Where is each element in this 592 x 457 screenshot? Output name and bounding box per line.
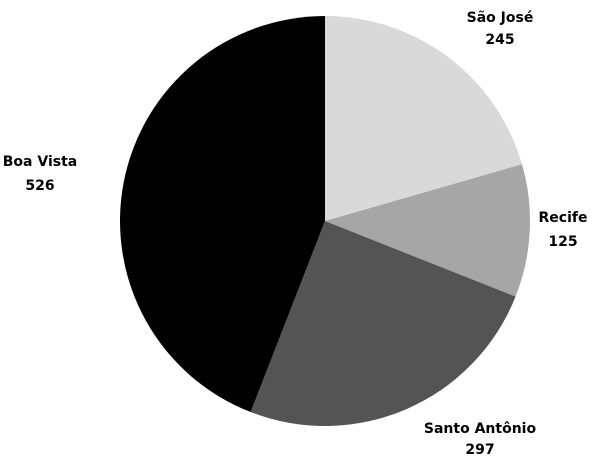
pie-slice-sao-jose: [325, 16, 522, 221]
slice-label-santo-antonio: Santo Antônio: [424, 421, 537, 437]
pie-labels: São José 245 Recife 125 Santo Antônio 29…: [3, 10, 588, 457]
slice-value-boa-vista: 526: [25, 178, 54, 194]
pie-slice-boa-vista: [120, 16, 326, 413]
slice-value-santo-antonio: 297: [465, 442, 494, 457]
pie-slice-santo-antonio: [250, 221, 516, 427]
pie-slice-recife: [325, 164, 531, 297]
slice-label-sao-jose: São José: [467, 10, 534, 26]
slice-label-recife: Recife: [539, 210, 588, 226]
slice-value-sao-jose: 245: [485, 32, 514, 48]
slice-value-recife: 125: [548, 234, 577, 250]
pie-slices: [120, 16, 531, 427]
slice-label-boa-vista: Boa Vista: [3, 154, 77, 170]
